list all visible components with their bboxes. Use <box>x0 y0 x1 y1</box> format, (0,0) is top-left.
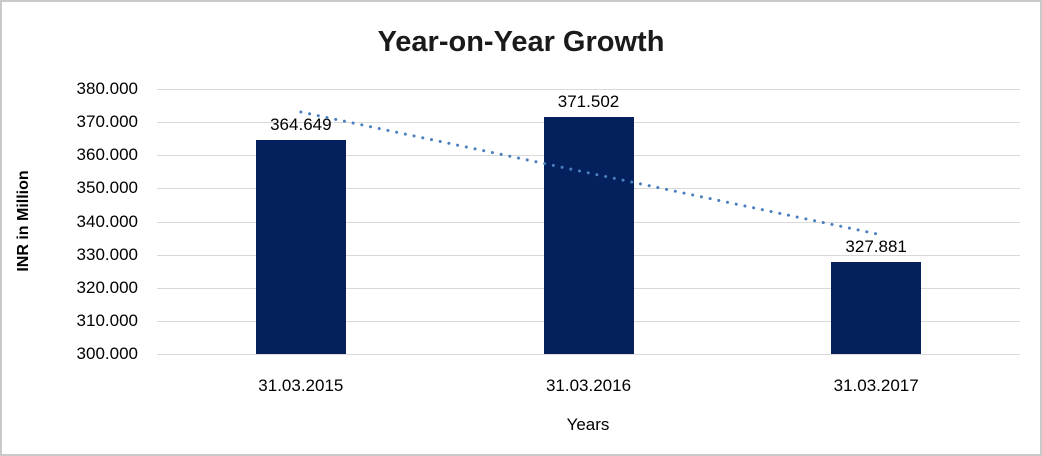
y-tick-label: 320.000 <box>76 277 138 297</box>
x-tick-label: 31.03.2016 <box>545 376 632 395</box>
bar <box>255 139 346 354</box>
y-tick-label: 370.000 <box>76 112 138 132</box>
y-axis-title: INR in Million <box>15 170 32 272</box>
x-axis-title: Years <box>566 415 610 434</box>
bar <box>831 261 922 354</box>
y-tick-label: 340.000 <box>76 211 138 231</box>
y-tick-label: 380.000 <box>76 79 138 98</box>
bar <box>543 117 634 354</box>
y-tick-label: 350.000 <box>76 178 138 198</box>
plot-area: 364.649 371.502 327.881 <box>157 89 1020 355</box>
y-tick-label: 360.000 <box>76 145 138 165</box>
chart-title: Year-on-Year Growth <box>377 26 665 58</box>
trendline <box>299 110 878 236</box>
gridline <box>157 354 1020 355</box>
y-tick-label: 310.000 <box>76 310 138 330</box>
bar-data-label: 327.881 <box>845 236 907 256</box>
gridline <box>157 89 1020 90</box>
y-tick-label: 330.000 <box>76 244 138 264</box>
y-tick-label: 300.000 <box>76 344 138 363</box>
x-tick-label: 31.03.2017 <box>833 376 919 395</box>
x-tick-label: 31.03.2015 <box>258 376 344 395</box>
bar-data-label: 364.649 <box>270 114 332 134</box>
bar-data-label: 371.502 <box>557 92 620 112</box>
